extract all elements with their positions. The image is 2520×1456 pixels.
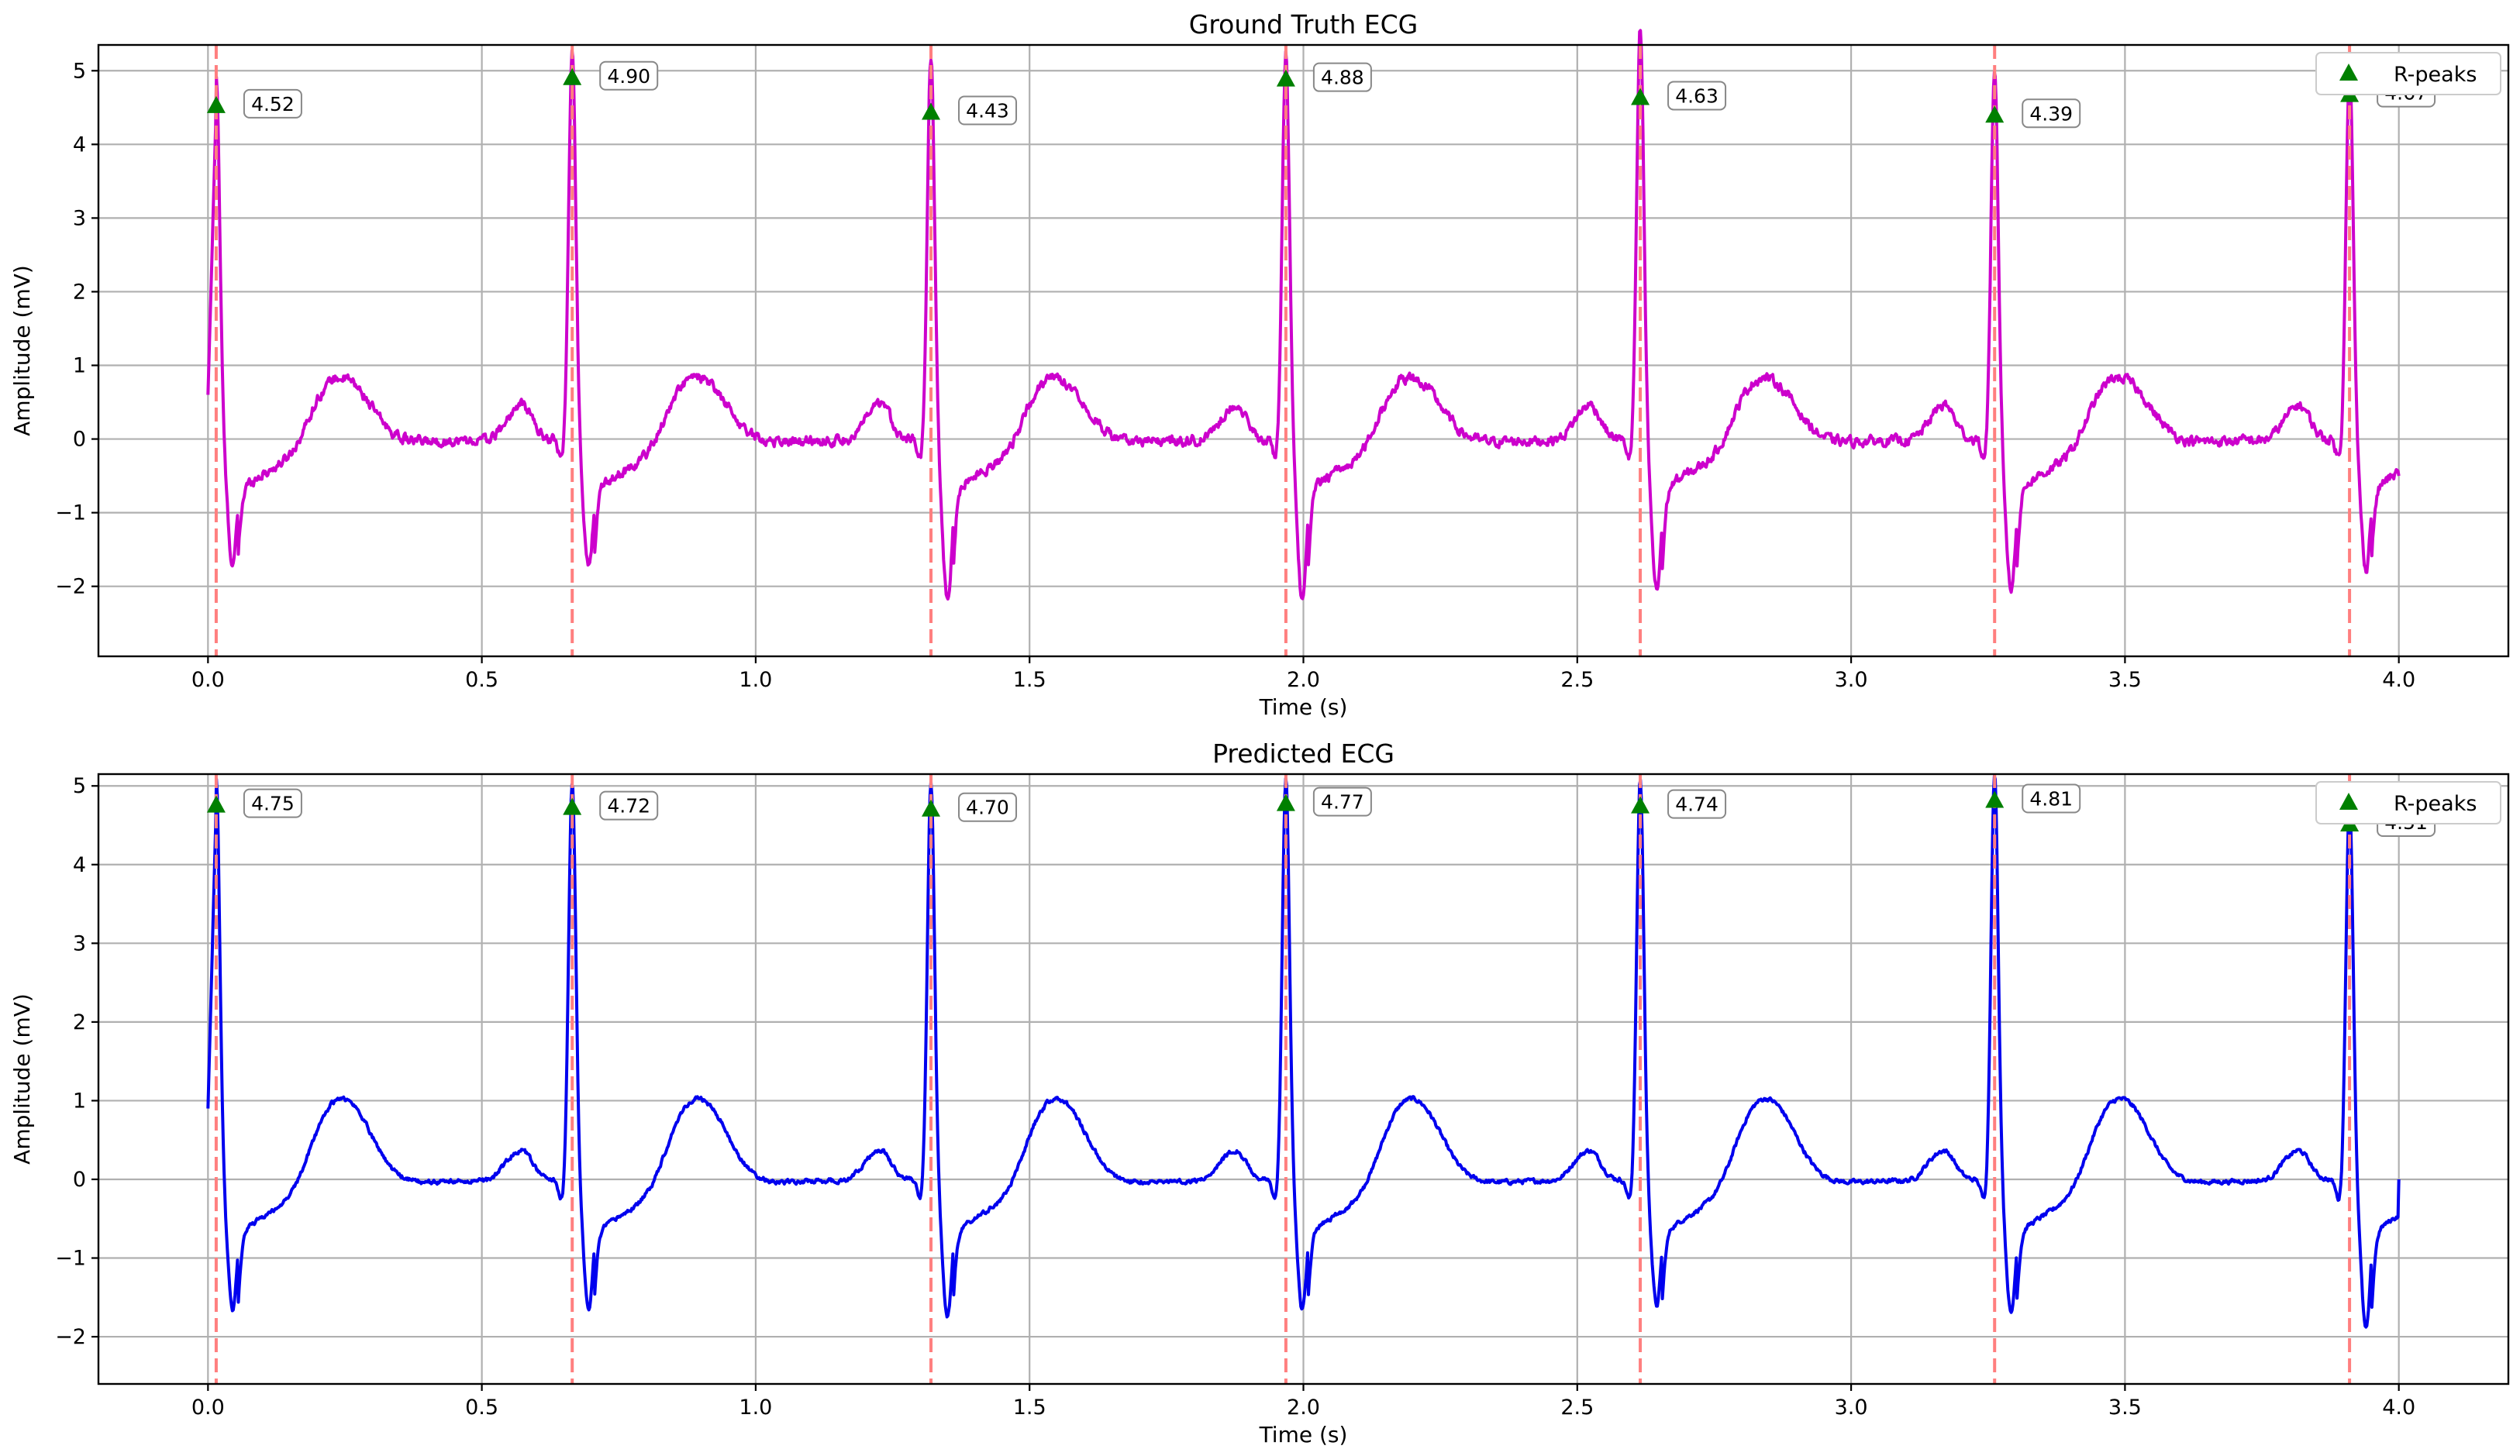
r-peak-label: 4.77 xyxy=(1321,791,1364,814)
chart-title: Ground Truth ECG xyxy=(1189,9,1418,40)
r-peak-marker xyxy=(206,795,226,813)
r-peak-label: 4.70 xyxy=(966,797,1009,819)
r-peak-label-box xyxy=(243,788,302,818)
r-peak-label-box xyxy=(599,60,659,91)
x-tick-label: 1.0 xyxy=(739,1396,772,1420)
y-tick-label: 2 xyxy=(73,280,86,304)
x-tick-label: 1.5 xyxy=(1013,1396,1046,1420)
y-tick-label: 0 xyxy=(73,428,86,452)
r-peak-label-box xyxy=(1312,62,1372,92)
y-tick-label: −1 xyxy=(55,501,86,525)
x-tick-label: 2.5 xyxy=(1560,668,1594,692)
x-tick-label: 4.0 xyxy=(2382,668,2415,692)
legend-label: R-peaks xyxy=(2394,792,2477,816)
y-tick-label: 3 xyxy=(73,206,86,230)
r-peak-label: 4.81 xyxy=(2029,788,2073,811)
x-tick-label: 2.5 xyxy=(1560,1396,1594,1420)
y-tick-label: 4 xyxy=(73,853,86,877)
x-tick-label: 0.5 xyxy=(465,668,498,692)
r-peak-label-box xyxy=(1312,787,1372,817)
r-peak-marker xyxy=(1631,796,1650,814)
grid xyxy=(98,774,2508,1384)
legend: R-peaks xyxy=(2315,781,2501,824)
x-tick-label: 3.5 xyxy=(2108,1396,2142,1420)
r-peak-label-box xyxy=(599,790,659,821)
r-peak-marker xyxy=(922,799,941,817)
r-peak-marker xyxy=(1985,105,2005,123)
r-peak-marker xyxy=(563,797,582,815)
x-tick-label: 0.5 xyxy=(465,1396,498,1420)
r-peak-marker xyxy=(1276,69,1295,87)
legend-box xyxy=(2315,52,2501,95)
r-peak-label: 4.72 xyxy=(607,795,650,817)
grid xyxy=(98,45,2508,656)
y-axis-label: Amplitude (mV) xyxy=(9,265,35,436)
y-tick-label: −2 xyxy=(55,1325,86,1349)
y-tick-label: 1 xyxy=(73,1089,86,1113)
x-tick-label: 0.0 xyxy=(191,668,225,692)
r-peak-marker xyxy=(922,102,941,120)
x-tick-label: 1.0 xyxy=(739,668,772,692)
r-peak-label-box xyxy=(958,792,1018,822)
x-tick-label: 4.0 xyxy=(2382,1396,2415,1420)
chart-title: Predicted ECG xyxy=(1212,738,1394,769)
r-peak-marker xyxy=(1631,88,1650,105)
y-tick-label: 2 xyxy=(73,1010,86,1034)
y-tick-label: 4 xyxy=(73,133,86,157)
r-peak-label-box xyxy=(2022,98,2081,129)
y-axis-label: Amplitude (mV) xyxy=(9,993,35,1165)
r-peak-label-box xyxy=(243,88,302,119)
x-axis-label: Time (s) xyxy=(1259,694,1348,720)
ecg-signal-line xyxy=(206,29,2401,601)
x-tick-label: 3.0 xyxy=(1835,668,1868,692)
y-tick-label: 5 xyxy=(73,59,86,83)
r-peak-label-box xyxy=(1667,81,1727,111)
x-tick-label: 1.5 xyxy=(1013,668,1046,692)
x-tick-label: 3.5 xyxy=(2108,668,2142,692)
r-peak-marker xyxy=(563,67,582,85)
y-tick-label: 3 xyxy=(73,931,86,955)
r-peak-label: 4.52 xyxy=(251,93,295,115)
legend-marker xyxy=(2339,793,2358,810)
r-peak-marker xyxy=(1985,790,2005,808)
r-peak-label: 4.88 xyxy=(1321,67,1364,89)
legend-marker xyxy=(2339,64,2358,81)
r-peak-marker xyxy=(206,95,226,113)
r-peak-label: 4.63 xyxy=(1675,84,1718,107)
y-tick-label: 0 xyxy=(73,1168,86,1192)
r-peak-label: 4.90 xyxy=(607,65,650,88)
x-axis-label: Time (s) xyxy=(1259,1422,1348,1447)
legend: R-peaks xyxy=(2315,52,2501,95)
x-tick-label: 2.0 xyxy=(1287,668,1320,692)
x-tick-label: 3.0 xyxy=(1835,1396,1868,1420)
r-peak-label-box xyxy=(1667,789,1727,819)
x-tick-label: 2.0 xyxy=(1287,1396,1320,1420)
ground-truth-ecg-panel: 4.524.904.434.884.634.394.670.00.51.01.5… xyxy=(9,9,2510,720)
r-peak-label: 4.39 xyxy=(2029,102,2073,125)
r-peak-label-box xyxy=(2022,783,2081,814)
y-tick-label: −2 xyxy=(55,575,86,599)
r-peak-label: 4.43 xyxy=(966,99,1009,122)
x-tick-label: 0.0 xyxy=(191,1396,225,1420)
r-peak-label: 4.74 xyxy=(1675,793,1718,816)
r-peak-label-box xyxy=(958,95,1018,126)
y-tick-label: −1 xyxy=(55,1247,86,1271)
y-tick-label: 5 xyxy=(73,774,86,798)
r-peak-label: 4.75 xyxy=(251,793,295,815)
y-tick-label: 1 xyxy=(73,354,86,378)
predicted-ecg-panel: 4.754.724.704.774.744.814.510.00.51.01.5… xyxy=(9,738,2510,1447)
r-peak-marker xyxy=(1276,793,1295,811)
legend-label: R-peaks xyxy=(2394,63,2477,87)
legend-box xyxy=(2315,781,2501,824)
